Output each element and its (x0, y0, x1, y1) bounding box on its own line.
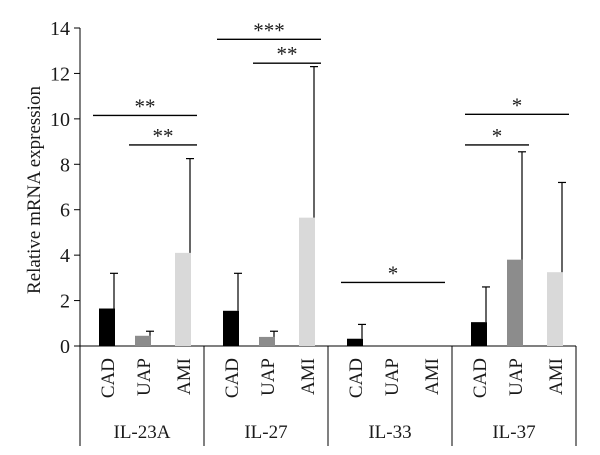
plot-area: 0 2 4 6 8 10 12 14 CAD UAP AMI IL-23A CAD UAP AMI IL-27… (50, 18, 577, 446)
y-tick-label: 14 (50, 18, 70, 40)
category-label: UAP (506, 358, 527, 396)
category-label: AMI (298, 358, 319, 395)
y-tick-label: 10 (50, 109, 70, 131)
y-tick-label: 6 (60, 200, 70, 222)
category-label: CAD (98, 358, 119, 398)
group-label: IL-23A (114, 422, 171, 443)
significance-label: *** (253, 18, 285, 42)
category-label: UAP (382, 358, 403, 396)
bar-il-37-uap (507, 259, 523, 346)
category-label: AMI (546, 358, 567, 395)
y-axis-title: Relative mRNA expression (24, 86, 45, 294)
bar-il-23a-uap (135, 335, 151, 346)
category-label: UAP (258, 358, 279, 396)
bar-il-27-cad (223, 310, 239, 346)
category-label: AMI (422, 358, 443, 395)
bar-il-27-ami (299, 217, 315, 346)
group-label: IL-33 (368, 422, 411, 443)
significance-label: * (512, 93, 523, 117)
bar-il-33-cad (347, 338, 363, 346)
y-tick-label: 8 (60, 154, 70, 176)
group-label: IL-27 (244, 422, 287, 443)
significance-label: ** (277, 42, 298, 66)
category-label: CAD (470, 358, 491, 398)
y-tick-label: 0 (60, 336, 70, 358)
y-tick-label: 4 (60, 245, 70, 267)
significance-label: ** (153, 124, 174, 148)
bar-il-27-uap (259, 336, 275, 346)
significance-label: ** (135, 94, 156, 118)
group-label: IL-37 (492, 422, 535, 443)
category-label: AMI (174, 358, 195, 395)
bar-il-23a-cad (99, 308, 115, 346)
bar-il-37-ami (547, 272, 563, 346)
bar-il-37-cad (471, 322, 487, 346)
y-tick-label: 12 (50, 63, 70, 85)
significance-label: * (388, 261, 399, 285)
category-label: CAD (222, 358, 243, 398)
bar-il-23a-ami (175, 252, 191, 346)
y-tick-label: 2 (60, 291, 70, 313)
significance-label: * (492, 124, 503, 148)
category-label: UAP (134, 358, 155, 396)
category-label: CAD (346, 358, 367, 398)
